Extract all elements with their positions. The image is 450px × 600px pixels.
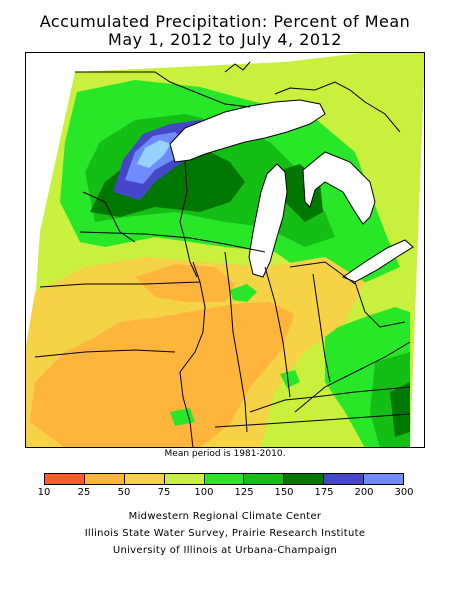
- legend-swatch-125-150: [244, 474, 285, 484]
- legend-tick: 125: [234, 487, 254, 498]
- coastline-north: [224, 61, 401, 133]
- credit-line-2: Illinois State Water Survey, Prairie Res…: [84, 528, 366, 539]
- legend-swatch-100-125: [204, 474, 245, 484]
- legend-swatch-10-25: [45, 474, 85, 484]
- map-title-line2: May 1, 2012 to July 4, 2012: [108, 30, 342, 49]
- credit-line-1: Midwestern Regional Climate Center: [128, 511, 322, 522]
- legend-tick: 25: [77, 487, 91, 498]
- zone-green-pocket-3: [170, 408, 195, 426]
- legend-swatch-75-100: [164, 474, 205, 484]
- legend-ticks: 10 25 50 75 100 125 150 175 200 300: [38, 487, 414, 499]
- lake-michigan: [248, 163, 288, 278]
- credit-line-3: University of Illinois at Urbana-Champai…: [112, 545, 338, 556]
- legend-tick: 150: [274, 487, 294, 498]
- legend-tick: 75: [157, 487, 171, 498]
- legend-tick: 300: [394, 487, 414, 498]
- zone-25-50-south: [30, 302, 295, 448]
- legend-swatch-175-200: [324, 474, 365, 484]
- state-borders: [34, 71, 411, 448]
- legend-tick: 175: [314, 487, 334, 498]
- legend-tick: 50: [117, 487, 131, 498]
- legend-tick: 200: [354, 487, 374, 498]
- lake-huron: [302, 151, 376, 225]
- legend-tick: 100: [194, 487, 214, 498]
- legend-swatch-50-75: [124, 474, 165, 484]
- map-title-line1: Accumulated Precipitation: Percent of Me…: [39, 12, 411, 31]
- lake-erie: [341, 239, 414, 283]
- legend-swatch-150-175: [284, 474, 325, 484]
- precipitation-map: [25, 52, 425, 448]
- zone-300-plus: [137, 140, 171, 168]
- legend-tick: 10: [37, 487, 51, 498]
- legend-swatch-200-300: [364, 474, 404, 484]
- zone-green-pocket-1: [230, 284, 257, 302]
- color-legend: [44, 473, 404, 485]
- legend-swatch-25-50: [84, 474, 125, 484]
- zone-green-pocket-2: [280, 370, 300, 388]
- mean-period-note: Mean period is 1981-2010.: [164, 449, 286, 459]
- zone-150-175-southeast: [390, 382, 410, 437]
- lake-superior: [169, 99, 326, 163]
